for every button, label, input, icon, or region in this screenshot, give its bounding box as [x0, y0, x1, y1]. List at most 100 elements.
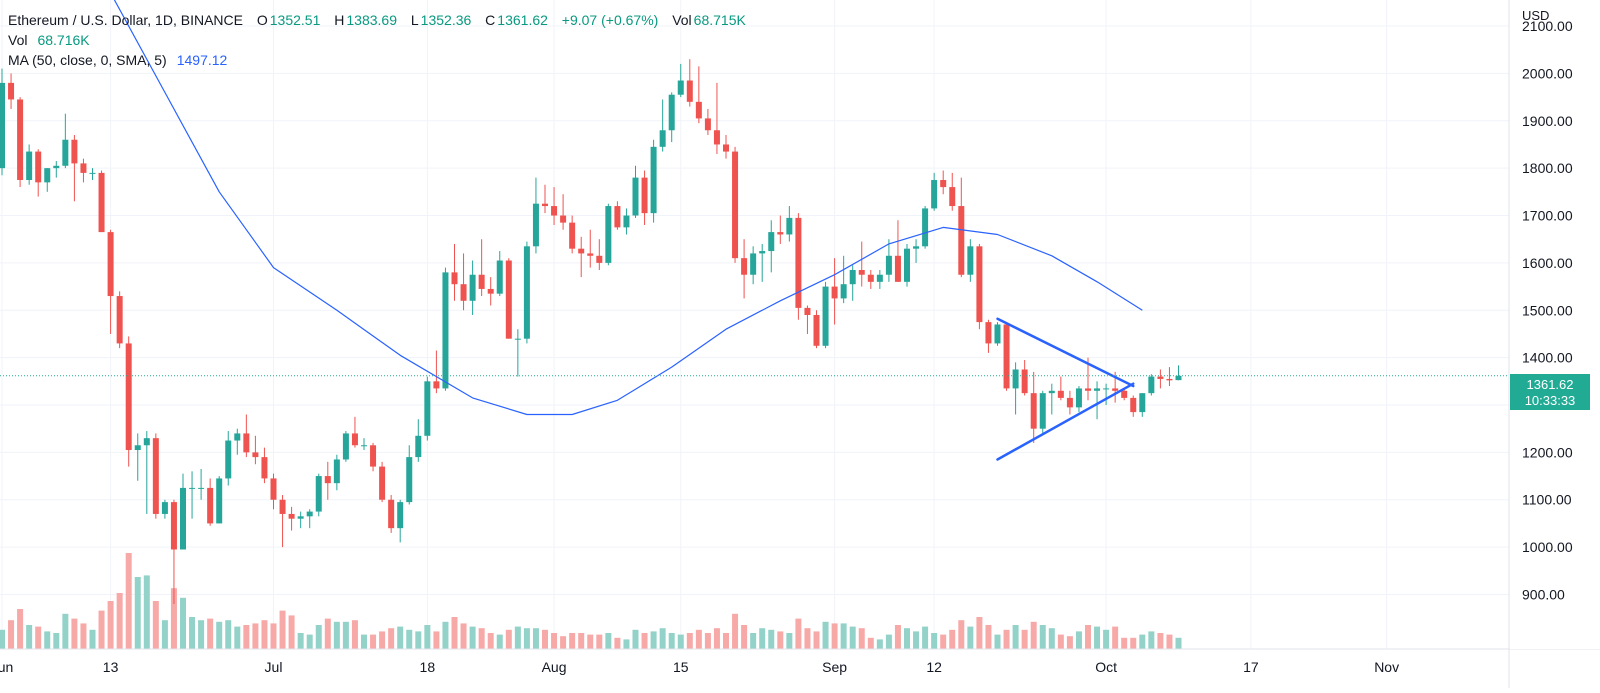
- candle-body[interactable]: [668, 94, 675, 131]
- candle[interactable]: [913, 239, 920, 263]
- volume-bar[interactable]: [225, 620, 232, 649]
- candle-body[interactable]: [1175, 375, 1182, 381]
- candle[interactable]: [831, 258, 838, 325]
- candle[interactable]: [876, 269, 883, 289]
- legend-ohlc-row[interactable]: Ethereum / U.S. Dollar, 1D, BINANCE O 135…: [8, 10, 746, 30]
- candle[interactable]: [424, 376, 431, 441]
- candle[interactable]: [35, 149, 42, 197]
- candle-body[interactable]: [1066, 397, 1073, 408]
- candle-body[interactable]: [904, 248, 910, 282]
- candle[interactable]: [1021, 359, 1028, 396]
- candle-body[interactable]: [225, 440, 232, 479]
- candle-body[interactable]: [98, 172, 105, 233]
- candle[interactable]: [71, 134, 78, 202]
- candle[interactable]: [732, 146, 739, 263]
- volume-bar[interactable]: [279, 610, 286, 649]
- volume-bar[interactable]: [261, 620, 268, 649]
- volume-bar[interactable]: [397, 626, 404, 649]
- volume-bar[interactable]: [424, 625, 431, 649]
- candle-body[interactable]: [1075, 388, 1082, 408]
- volume-bar[interactable]: [1048, 628, 1055, 649]
- candle-body[interactable]: [1039, 393, 1046, 429]
- candle-body[interactable]: [1148, 376, 1155, 394]
- candle[interactable]: [216, 476, 223, 524]
- candle-body[interactable]: [288, 513, 295, 519]
- candle-body[interactable]: [1112, 388, 1119, 391]
- candle-body[interactable]: [867, 274, 874, 282]
- volume-bar[interactable]: [234, 626, 241, 649]
- candle-body[interactable]: [596, 255, 603, 263]
- volume-bar[interactable]: [379, 631, 386, 649]
- candle[interactable]: [713, 82, 720, 154]
- candle[interactable]: [623, 208, 630, 235]
- candle[interactable]: [1121, 388, 1128, 401]
- volume-bar[interactable]: [406, 629, 413, 649]
- volume-bar[interactable]: [913, 631, 920, 649]
- trendline[interactable]: [996, 382, 1135, 461]
- volume-bar[interactable]: [315, 625, 322, 649]
- candle-body[interactable]: [207, 487, 214, 524]
- candle[interactable]: [849, 265, 856, 301]
- candle-body[interactable]: [560, 215, 567, 223]
- candle[interactable]: [976, 243, 983, 330]
- candle[interactable]: [840, 255, 847, 304]
- volume-bar[interactable]: [849, 626, 856, 649]
- volume-bar[interactable]: [361, 634, 367, 649]
- volume-bar[interactable]: [976, 617, 983, 649]
- volume-bar[interactable]: [1121, 637, 1128, 649]
- candle[interactable]: [225, 431, 232, 486]
- candle[interactable]: [0, 68, 5, 176]
- candle[interactable]: [8, 73, 15, 109]
- candle-body[interactable]: [505, 260, 512, 339]
- candle-body[interactable]: [53, 165, 60, 169]
- candle-body[interactable]: [26, 151, 33, 180]
- candle-body[interactable]: [487, 288, 494, 294]
- candle-body[interactable]: [342, 433, 349, 460]
- candle[interactable]: [741, 239, 748, 299]
- candle[interactable]: [542, 184, 548, 214]
- candle-body[interactable]: [578, 248, 585, 254]
- candle[interactable]: [478, 239, 485, 297]
- candle-body[interactable]: [478, 274, 485, 289]
- candle[interactable]: [116, 291, 123, 349]
- candle-body[interactable]: [397, 502, 404, 529]
- candle-body[interactable]: [542, 203, 548, 207]
- candle-body[interactable]: [623, 215, 630, 228]
- volume-bar[interactable]: [252, 623, 259, 649]
- volume-bar[interactable]: [768, 629, 775, 649]
- volume-bar[interactable]: [623, 639, 630, 649]
- candle[interactable]: [994, 322, 1001, 346]
- candle[interactable]: [261, 447, 268, 484]
- candle-body[interactable]: [44, 168, 51, 183]
- candle[interactable]: [786, 206, 793, 242]
- volume-bar[interactable]: [297, 633, 304, 649]
- volume-bar[interactable]: [1030, 621, 1037, 649]
- candle[interactable]: [867, 269, 874, 289]
- candle[interactable]: [686, 59, 693, 107]
- volume-bar[interactable]: [1039, 625, 1046, 649]
- volume-bar[interactable]: [578, 633, 585, 649]
- candle[interactable]: [1094, 381, 1101, 420]
- volume-bar[interactable]: [858, 628, 865, 649]
- volume-bar[interactable]: [560, 636, 567, 649]
- candle-body[interactable]: [324, 476, 331, 484]
- candle[interactable]: [1130, 395, 1137, 417]
- candle[interactable]: [170, 499, 177, 604]
- candle-body[interactable]: [632, 177, 639, 216]
- volume-bar[interactable]: [1157, 633, 1164, 649]
- candle[interactable]: [207, 478, 214, 526]
- candle[interactable]: [379, 461, 386, 503]
- volume-bar[interactable]: [668, 633, 675, 649]
- candle-body[interactable]: [270, 478, 277, 500]
- candle[interactable]: [198, 468, 205, 500]
- candle-body[interactable]: [1157, 376, 1164, 379]
- candle[interactable]: [940, 170, 947, 195]
- candle-body[interactable]: [116, 296, 123, 344]
- candle-body[interactable]: [406, 457, 413, 503]
- candle[interactable]: [1003, 322, 1010, 391]
- candle[interactable]: [297, 511, 304, 529]
- volume-bar[interactable]: [1094, 626, 1101, 649]
- candle[interactable]: [804, 305, 811, 334]
- volume-bar[interactable]: [161, 620, 168, 649]
- candle-body[interactable]: [261, 457, 268, 479]
